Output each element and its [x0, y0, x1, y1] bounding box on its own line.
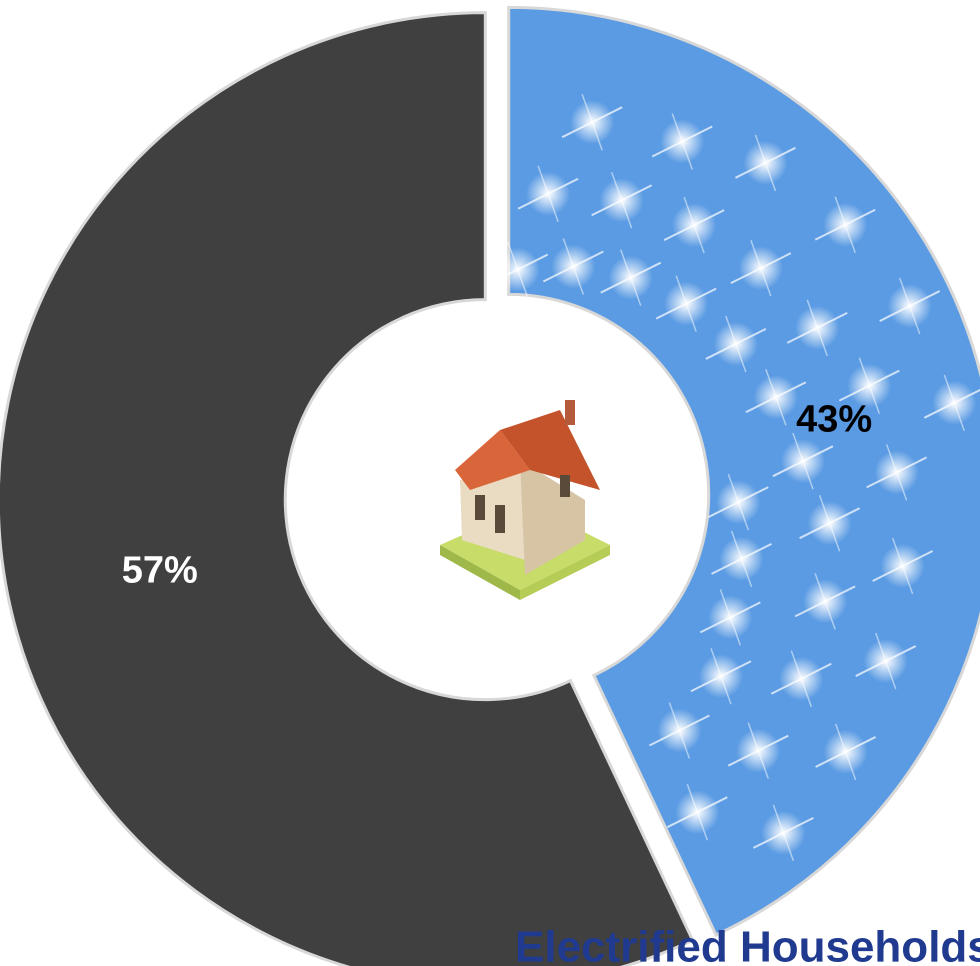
- sparkle-ray: [772, 804, 795, 862]
- sparkle-ray: [507, 241, 529, 298]
- sparkle-ray: [562, 238, 585, 295]
- sparkle-ray: [686, 783, 709, 841]
- sparkle-ray: [671, 113, 693, 170]
- sparkle-ray: [727, 473, 750, 531]
- donut-segment: [507, 5, 980, 938]
- sparkle-ray: [710, 647, 732, 705]
- sparkle-ray: [620, 249, 642, 306]
- sparkle-ray: [750, 239, 772, 297]
- segments: [0, 5, 980, 966]
- sparkle-ray: [818, 494, 841, 552]
- sparkle-ray: [725, 315, 747, 373]
- sparkle-ray: [675, 275, 697, 332]
- sparkle-ray: [683, 196, 705, 254]
- sparkle-ray: [719, 589, 742, 646]
- house-icon: [440, 400, 610, 600]
- sparkle-ray: [891, 537, 914, 595]
- sparkle-ray: [885, 444, 908, 501]
- sparkle-ray: [747, 722, 769, 779]
- sparkle-ray: [537, 165, 559, 222]
- sparkle-ray: [858, 357, 881, 414]
- sparkle-ray: [834, 723, 857, 781]
- sparkles: [487, 93, 980, 862]
- sparkle-ray: [581, 93, 603, 151]
- sparkle-ray: [875, 632, 897, 690]
- sparkle-ray: [806, 299, 828, 357]
- sparkle-ray: [754, 134, 777, 192]
- sparkle-ray: [668, 702, 691, 759]
- sparkle-ray: [610, 172, 633, 229]
- data-label: 57%: [122, 549, 198, 591]
- sparkle-ray: [790, 650, 813, 708]
- sparkle-ray: [943, 374, 965, 432]
- sparkle-ray: [765, 368, 787, 426]
- sparkle-ray: [834, 196, 856, 254]
- data-label: 43%: [796, 399, 872, 441]
- sparkle-ray: [814, 573, 836, 630]
- donut-segment: [0, 11, 695, 966]
- sparkle-ray: [899, 277, 921, 335]
- chart-title: Electrified Households: [515, 923, 980, 966]
- sparkle-ray: [730, 530, 753, 588]
- sparkle-ray: [792, 432, 814, 490]
